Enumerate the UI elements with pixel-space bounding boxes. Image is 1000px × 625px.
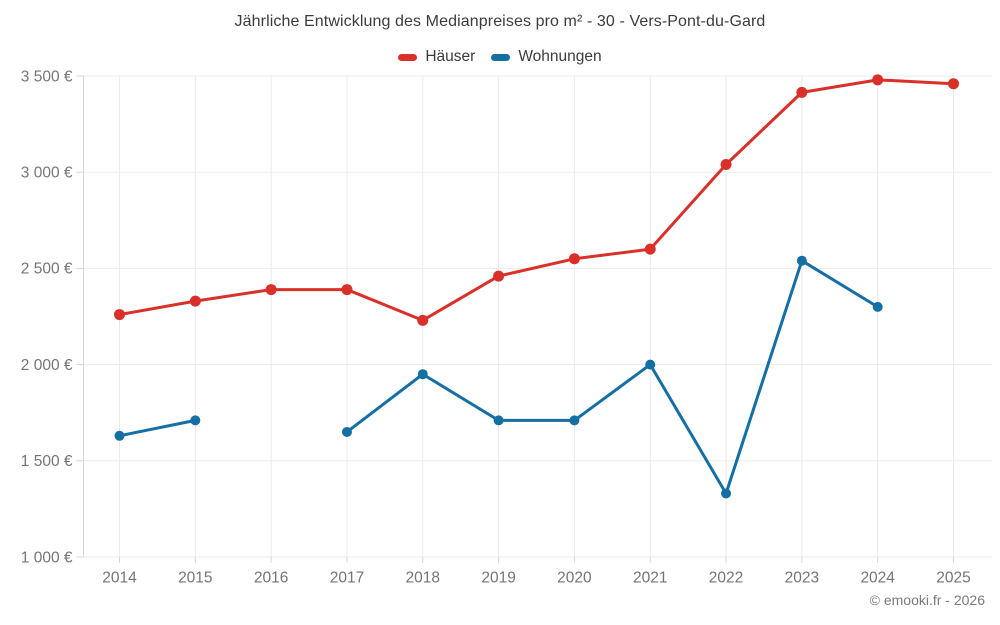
- x-axis-label: 2024: [860, 570, 895, 587]
- footer-credit: © emooki.fr - 2026: [869, 592, 985, 608]
- legend-swatch-wohnungen: [491, 53, 511, 61]
- legend-label-haeuser: Häuser: [425, 48, 476, 65]
- data-point-haeuser[interactable]: [872, 74, 884, 86]
- y-axis-label: 3 500 €: [21, 68, 73, 85]
- x-axis-label: 2023: [785, 570, 819, 587]
- legend-item-haeuser[interactable]: Häuser: [398, 48, 475, 66]
- legend-item-wohnungen[interactable]: Wohnungen: [491, 48, 602, 66]
- series-line-wohnungen: [118, 418, 197, 438]
- data-point-wohnungen[interactable]: [493, 415, 504, 426]
- data-point-haeuser[interactable]: [796, 86, 808, 98]
- data-point-haeuser[interactable]: [493, 270, 505, 282]
- data-point-wohnungen[interactable]: [872, 301, 883, 312]
- x-axis-label: 2015: [178, 570, 212, 587]
- data-point-haeuser[interactable]: [189, 295, 201, 307]
- data-point-haeuser[interactable]: [720, 159, 732, 171]
- data-point-wohnungen[interactable]: [417, 369, 428, 380]
- data-point-haeuser[interactable]: [417, 314, 429, 326]
- x-axis-label: 2019: [481, 570, 515, 587]
- data-point-wohnungen[interactable]: [190, 415, 201, 426]
- data-point-haeuser[interactable]: [948, 78, 959, 90]
- legend-swatch-haeuser: [398, 53, 418, 61]
- x-axis-label: 2022: [709, 570, 743, 587]
- data-point-wohnungen[interactable]: [341, 426, 352, 437]
- chart-title: Jährliche Entwicklung des Medianpreises …: [234, 13, 766, 30]
- y-axis-label: 2 500 €: [21, 261, 73, 278]
- x-axis-label: 2020: [557, 570, 592, 587]
- x-axis-label: 2017: [330, 570, 364, 587]
- series-line-haeuser: [118, 78, 955, 322]
- x-axis-label: 2025: [936, 570, 970, 587]
- data-point-haeuser[interactable]: [265, 284, 277, 296]
- x-axis-label: 2018: [406, 570, 440, 587]
- data-point-wohnungen[interactable]: [645, 359, 656, 370]
- data-point-haeuser[interactable]: [568, 253, 580, 265]
- chart-legend: Häuser Wohnungen: [0, 48, 1000, 66]
- data-point-wohnungen[interactable]: [569, 415, 580, 426]
- x-axis-label: 2021: [633, 570, 667, 587]
- y-axis-label: 2 000 €: [21, 357, 73, 374]
- x-axis-label: 2016: [254, 570, 288, 587]
- data-point-haeuser[interactable]: [341, 284, 353, 296]
- series-line-wohnungen: [345, 259, 880, 496]
- data-point-haeuser[interactable]: [644, 243, 656, 255]
- y-axis-label: 3 000 €: [21, 164, 73, 181]
- data-point-haeuser[interactable]: [114, 309, 125, 321]
- data-point-wohnungen[interactable]: [796, 255, 807, 266]
- y-axis-label: 1 000 €: [21, 549, 73, 566]
- data-point-wohnungen[interactable]: [721, 488, 732, 499]
- y-axis-label: 1 500 €: [21, 453, 73, 470]
- x-axis-label: 2014: [102, 570, 137, 587]
- legend-label-wohnungen: Wohnungen: [518, 48, 602, 65]
- data-point-wohnungen[interactable]: [114, 430, 125, 441]
